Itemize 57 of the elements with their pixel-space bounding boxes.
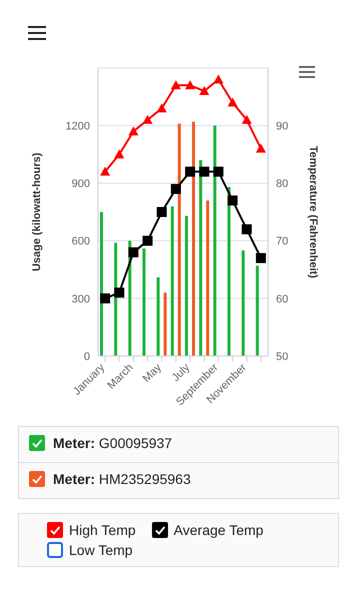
point: [142, 236, 153, 246]
y2-tick-label: 90: [276, 120, 288, 133]
bar: [256, 266, 259, 356]
point: [185, 80, 196, 90]
legend-label: Meter: HM235295963: [53, 471, 191, 487]
y2-axis-title: Temperature (Fahrenheit): [307, 146, 320, 279]
legend-label: High Temp: [69, 522, 136, 538]
bar: [242, 250, 245, 356]
point: [170, 184, 181, 194]
legend-label: Meter: G00095937: [53, 435, 172, 451]
point: [185, 166, 196, 177]
x-tick-label: May: [140, 361, 164, 385]
point: [156, 207, 167, 217]
point: [170, 80, 181, 90]
point: [242, 224, 252, 234]
y-tick-label: 300: [72, 293, 90, 306]
y2-tick-label: 70: [276, 236, 288, 248]
bar: [228, 187, 230, 356]
point: [213, 166, 224, 177]
y-tick-label: 900: [72, 178, 90, 190]
bar: [164, 292, 167, 356]
y-axis-title: Usage (kilowatt-hours): [30, 152, 43, 272]
legend-label: Average Temp: [174, 522, 264, 538]
point: [213, 74, 224, 84]
y-tick-label: 1200: [66, 120, 90, 133]
y-tick-label: 0: [84, 350, 90, 363]
bar: [114, 242, 118, 356]
point: [228, 195, 238, 206]
bar: [206, 200, 210, 356]
bar: [199, 160, 202, 356]
bar: [156, 277, 160, 356]
y2-tick-label: 60: [276, 293, 288, 306]
bar: [142, 248, 146, 356]
point: [242, 114, 252, 124]
point: [156, 103, 167, 112]
point: [114, 149, 124, 158]
point: [142, 114, 153, 124]
point: [228, 98, 238, 107]
bar: [170, 206, 174, 356]
y-tick-label: 600: [72, 236, 90, 248]
point: [199, 86, 210, 96]
point: [256, 253, 266, 264]
point: [128, 126, 138, 136]
bar: [100, 212, 103, 356]
bar: [178, 124, 181, 356]
point: [114, 288, 124, 298]
legend-label: Low Temp: [69, 542, 133, 558]
point: [100, 166, 110, 176]
bar: [192, 122, 195, 356]
point: [128, 247, 138, 258]
bar: [213, 126, 216, 356]
point: [256, 144, 266, 153]
bar: [185, 216, 188, 356]
y2-tick-label: 50: [276, 350, 288, 363]
point: [100, 293, 110, 304]
point: [199, 166, 210, 177]
y2-tick-label: 80: [276, 178, 288, 190]
